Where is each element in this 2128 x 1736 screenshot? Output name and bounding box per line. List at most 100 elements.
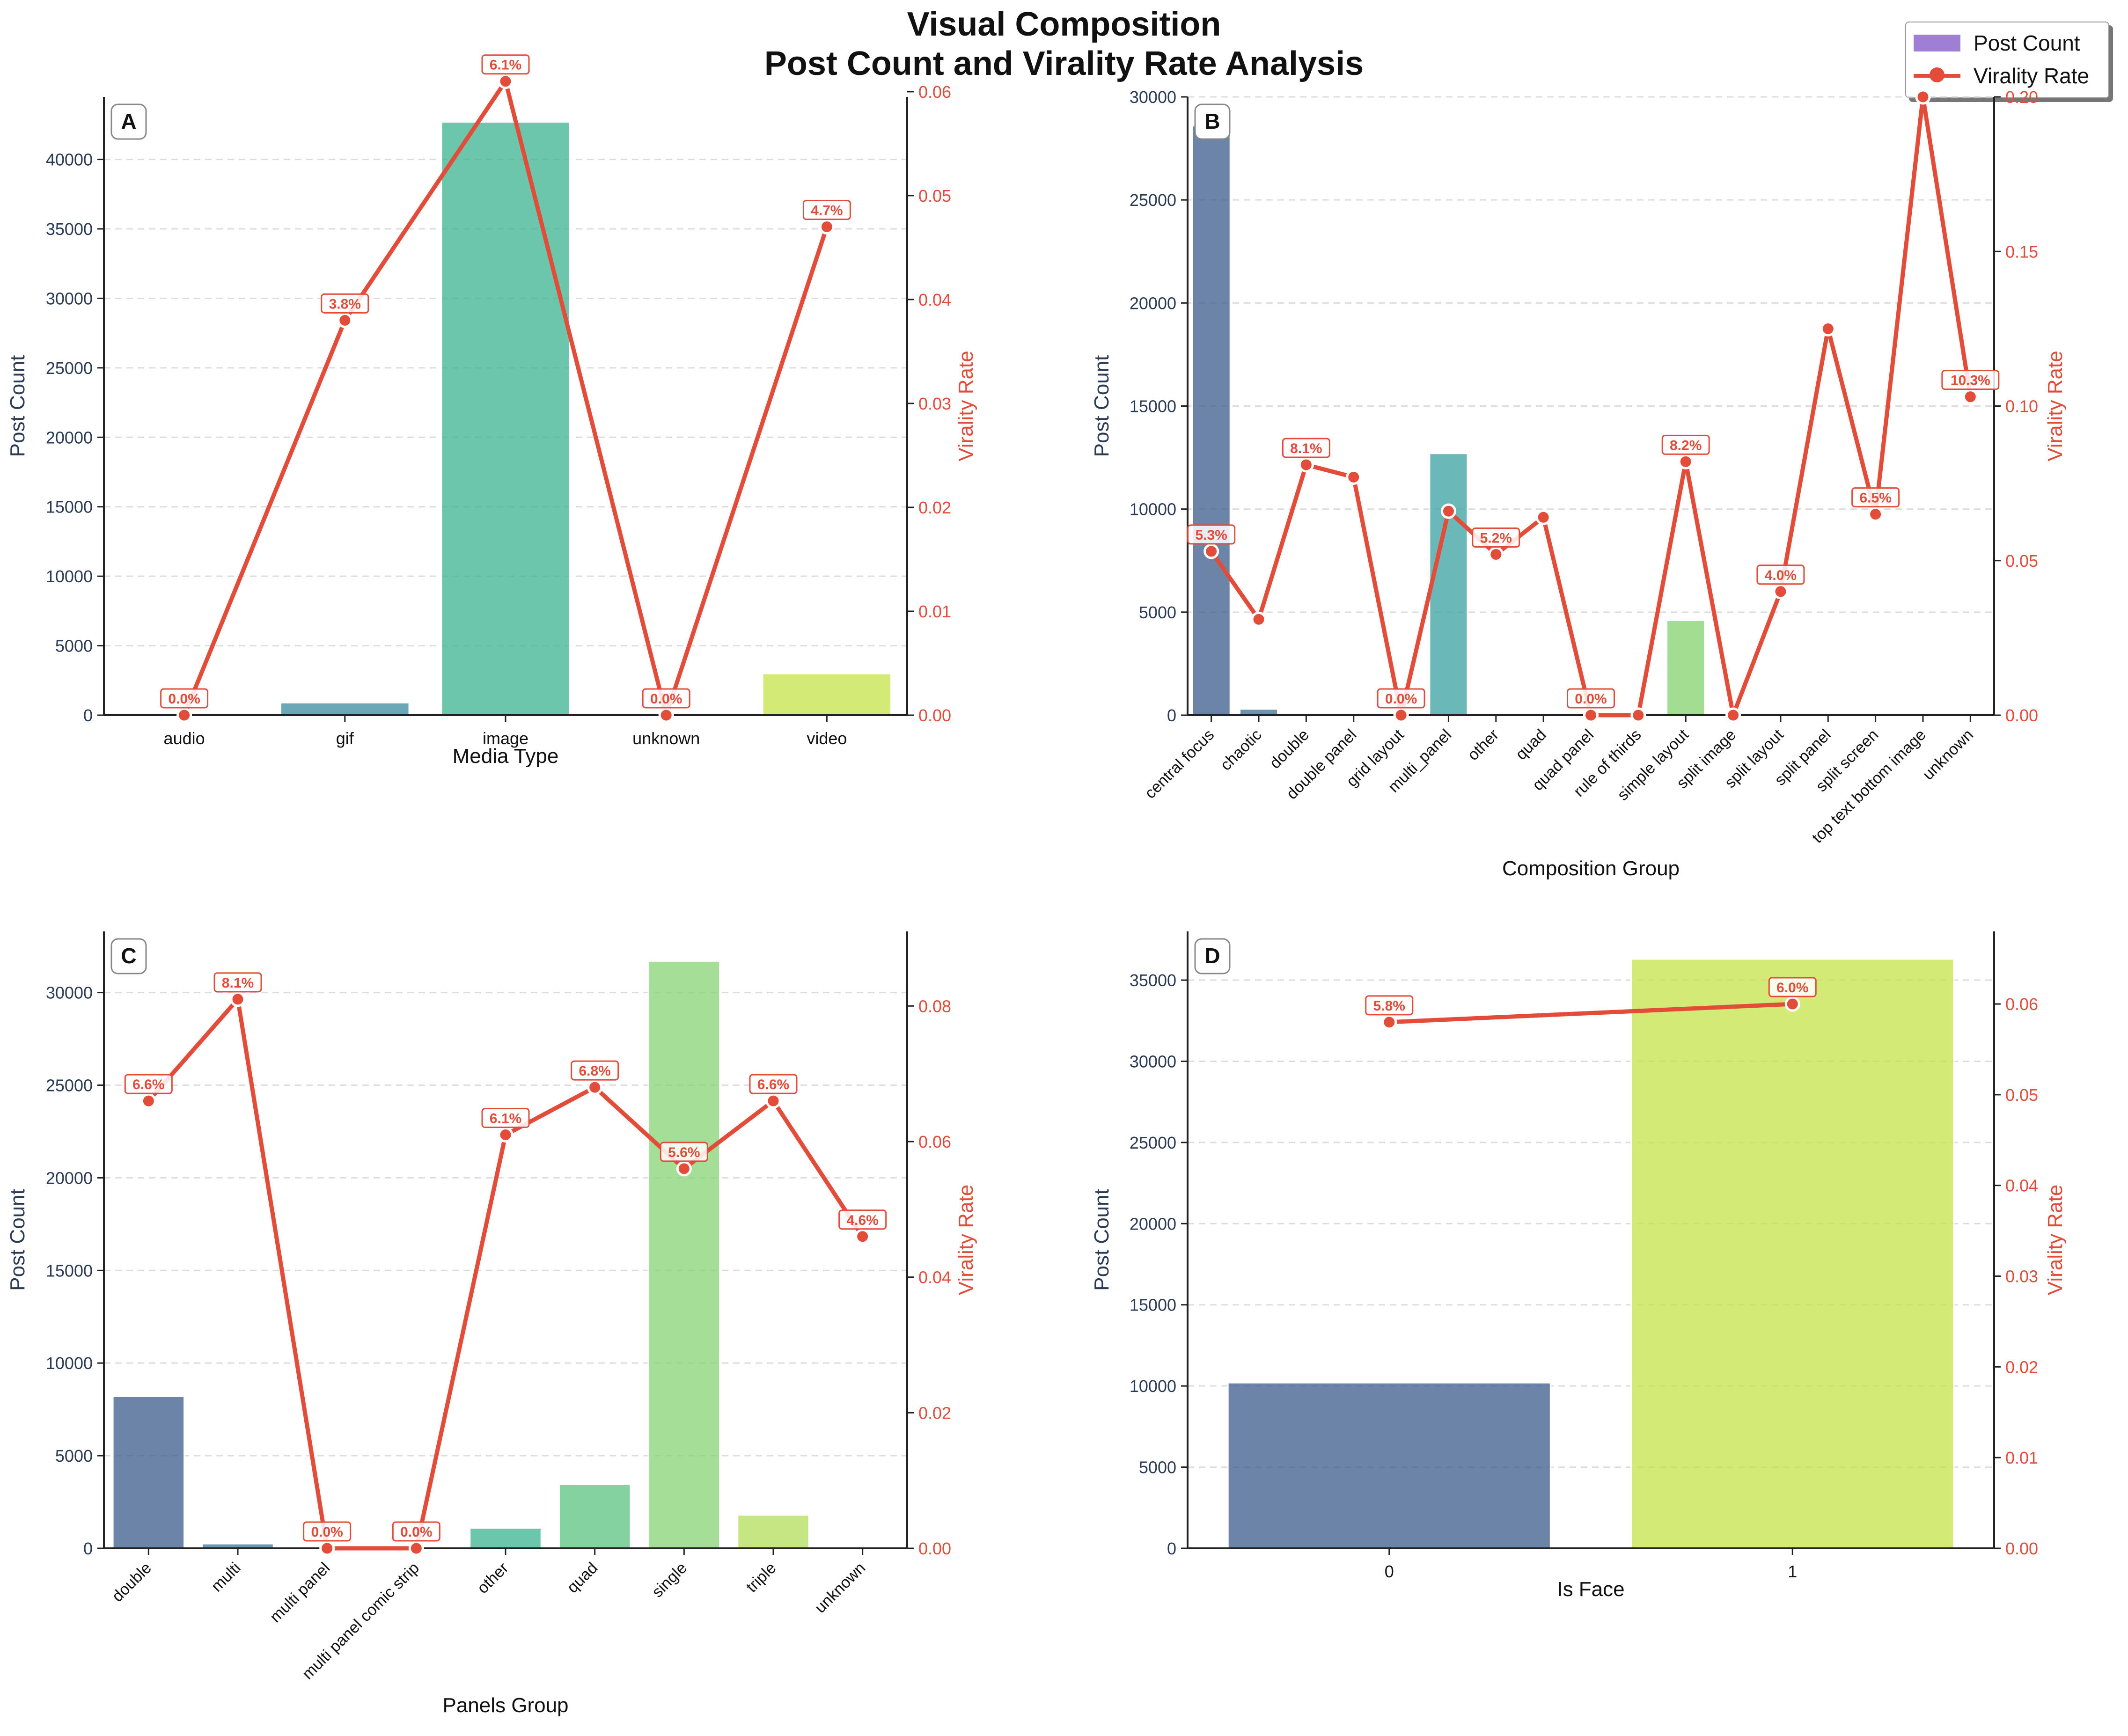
x-tick-label: audio bbox=[164, 729, 205, 748]
virality-rate-point bbox=[1203, 543, 1219, 559]
virality-rate-point bbox=[1915, 89, 1931, 105]
x-axis-title: Composition Group bbox=[1502, 857, 1680, 880]
data-label: 10.3% bbox=[1951, 373, 1990, 388]
y-tick-label: 40000 bbox=[46, 150, 93, 169]
y2-tick-label: 0.04 bbox=[2005, 1176, 2038, 1195]
x-axis-title: Is Face bbox=[1557, 1578, 1624, 1601]
y2-axis-title: Virality Rate bbox=[954, 1185, 977, 1295]
y-tick-label: 30000 bbox=[46, 289, 93, 308]
y2-tick-label: 0.15 bbox=[2005, 242, 2038, 261]
y2-tick-label: 0.06 bbox=[918, 82, 951, 102]
x-tick-label: video bbox=[807, 729, 847, 748]
panel-letter: B bbox=[1204, 109, 1220, 133]
y-tick-label: 5000 bbox=[55, 1446, 93, 1465]
data-label-box bbox=[1365, 995, 1414, 1016]
bar-simple-layout bbox=[1666, 619, 1706, 716]
y-tick-label: 20000 bbox=[46, 1168, 93, 1187]
virality-rate-point bbox=[1784, 996, 1800, 1012]
x-axis-title: Panels Group bbox=[442, 1694, 568, 1717]
data-label: 6.1% bbox=[490, 1111, 521, 1127]
y-tick-label: 15000 bbox=[46, 498, 93, 517]
virality-rate-point bbox=[1346, 469, 1362, 485]
y-axis-title: Post Count bbox=[1090, 355, 1113, 457]
y-tick-label: 5000 bbox=[55, 637, 93, 656]
virality-rate-point bbox=[676, 1161, 692, 1177]
legend-item-virality-rate: Virality Rate bbox=[1914, 62, 2089, 90]
x-axis-title: Media Type bbox=[453, 745, 559, 768]
virality-rate-point bbox=[765, 1093, 781, 1109]
y2-tick-label: 0.04 bbox=[918, 1268, 951, 1287]
legend-item-post-count: Post Count bbox=[1914, 29, 2080, 57]
x-tick-label: unknown bbox=[632, 729, 700, 748]
y2-tick-label: 0.02 bbox=[918, 498, 951, 517]
y-axis-title: Post Count bbox=[1090, 1189, 1113, 1291]
legend-line-label: Virality Rate bbox=[1974, 64, 2090, 88]
y2-tick-label: 0.20 bbox=[2005, 88, 2038, 107]
virality-rate-point bbox=[498, 1127, 514, 1143]
y-tick-label: 10000 bbox=[46, 1354, 93, 1373]
data-label-box bbox=[213, 972, 262, 993]
data-label: 0.0% bbox=[1575, 691, 1607, 707]
y2-tick-label: 0.05 bbox=[918, 186, 951, 205]
y-tick-label: 10000 bbox=[1130, 500, 1176, 519]
data-label: 5.2% bbox=[1480, 531, 1512, 546]
y-tick-label: 30000 bbox=[1130, 1052, 1176, 1071]
figure-title: Visual Composition Post Count and Virali… bbox=[0, 5, 2128, 83]
data-label-box bbox=[481, 1108, 530, 1128]
data-label-box bbox=[1768, 977, 1817, 997]
legend-bar-label: Post Count bbox=[1974, 31, 2080, 55]
y2-axis-title: Virality Rate bbox=[2044, 351, 2067, 461]
data-label-box bbox=[1567, 688, 1615, 709]
data-label: 6.8% bbox=[579, 1063, 610, 1079]
y2-tick-label: 0.03 bbox=[2005, 1267, 2038, 1286]
legend: Post Count Virality Rate bbox=[1905, 22, 2109, 98]
y-axis-title: Post Count bbox=[6, 1189, 29, 1291]
virality-rate-point bbox=[1251, 611, 1267, 627]
y2-tick-label: 0.05 bbox=[2005, 1085, 2038, 1105]
x-tick-label: gif bbox=[336, 729, 354, 748]
data-label-box bbox=[321, 293, 369, 314]
y2-tick-label: 0.00 bbox=[2005, 706, 2038, 725]
y-axis-title: Post Count bbox=[6, 355, 29, 457]
data-label-box bbox=[802, 200, 851, 220]
data-label: 5.6% bbox=[668, 1145, 700, 1160]
virality-rate-point bbox=[408, 1540, 424, 1556]
data-label: 4.7% bbox=[811, 203, 843, 219]
virality-rate-point bbox=[319, 1540, 335, 1556]
panel-badge bbox=[1194, 103, 1231, 140]
x-tick-label: 0 bbox=[1385, 1562, 1394, 1581]
data-label: 0.0% bbox=[400, 1524, 432, 1540]
panel-badge bbox=[1194, 938, 1231, 974]
y-tick-label: 0 bbox=[1167, 1539, 1176, 1558]
virality-rate-point bbox=[587, 1079, 603, 1095]
y-tick-label: 25000 bbox=[46, 359, 93, 378]
bar-double bbox=[112, 1395, 185, 1549]
virality-rate-point bbox=[1298, 457, 1314, 473]
y-tick-label: 30000 bbox=[1130, 88, 1176, 107]
y2-tick-label: 0.02 bbox=[2005, 1357, 2038, 1377]
bar-0 bbox=[1227, 1382, 1551, 1549]
data-label-box bbox=[160, 688, 209, 709]
virality-rate-point bbox=[1381, 1014, 1397, 1030]
panel-letter: D bbox=[1204, 944, 1220, 968]
figure-title-line1: Visual Composition bbox=[907, 6, 1221, 43]
y-tick-label: 25000 bbox=[1130, 190, 1176, 210]
data-label-box bbox=[1187, 524, 1236, 545]
virality-rate-point bbox=[1868, 506, 1884, 522]
y-tick-label: 0 bbox=[83, 706, 93, 725]
bar-gif bbox=[280, 702, 410, 716]
data-label-box bbox=[1851, 487, 1900, 508]
data-label: 5.8% bbox=[1373, 998, 1405, 1014]
data-label-box bbox=[838, 1209, 887, 1230]
y2-tick-label: 0.06 bbox=[918, 1132, 951, 1151]
y-tick-label: 15000 bbox=[46, 1261, 93, 1280]
y2-tick-label: 0.00 bbox=[918, 1539, 951, 1558]
virality-rate-line bbox=[1389, 1002, 1793, 1025]
y-tick-label: 10000 bbox=[1130, 1377, 1176, 1396]
panel-letter: C bbox=[121, 944, 136, 968]
x-tick-label: image bbox=[483, 729, 528, 748]
data-label: 6.1% bbox=[490, 58, 521, 73]
x-tick-label: 1 bbox=[1788, 1562, 1797, 1581]
